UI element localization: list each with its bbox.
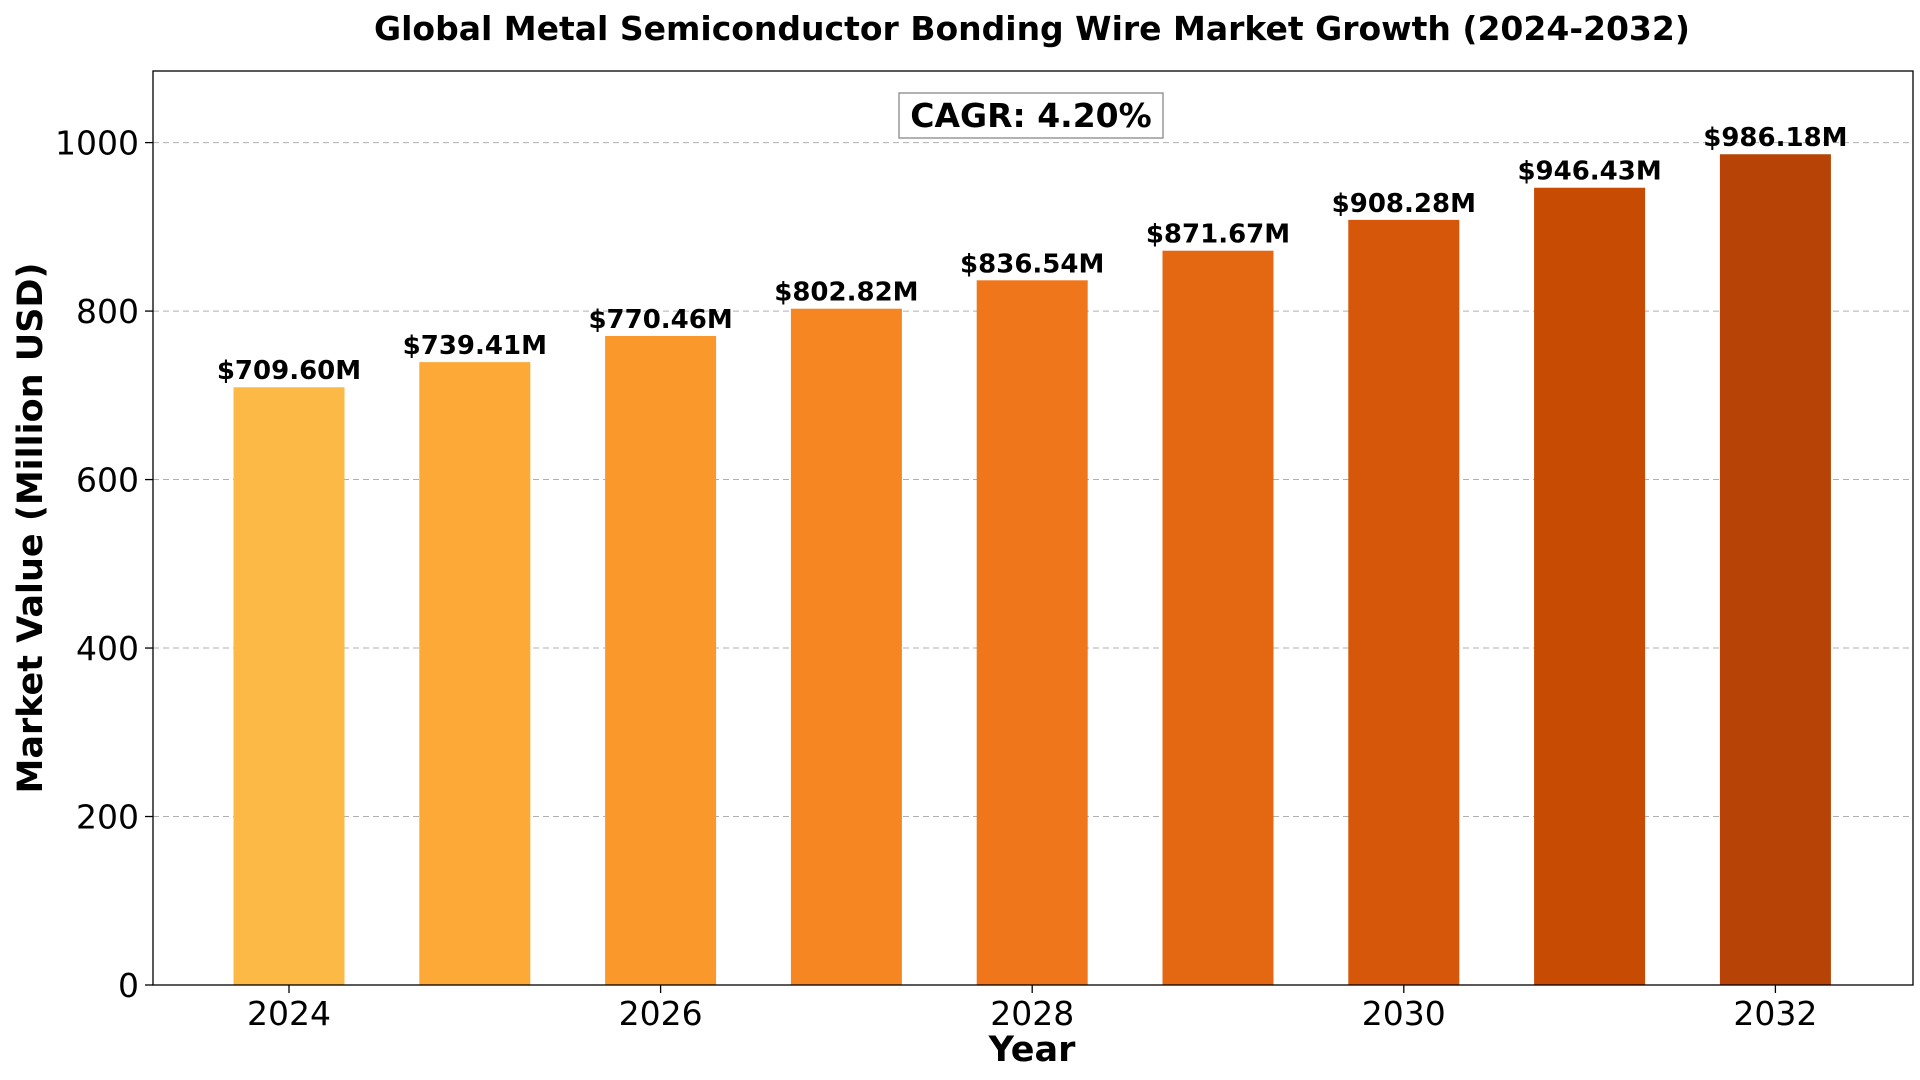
bar-layer [233, 154, 1831, 986]
x-tick-label: 2028 [990, 994, 1074, 1033]
data-label: $871.67M [1146, 220, 1290, 250]
data-label: $986.18M [1703, 123, 1847, 153]
data-label-layer: $709.60M $739.41M $770.46M $802.82M $836.54M… [217, 123, 1848, 386]
x-tick-label: 2024 [247, 994, 331, 1033]
bar [233, 387, 345, 985]
cagr-box [898, 92, 1164, 139]
chart-title: Global Metal Semiconductor Bonding Wire … [374, 9, 1690, 48]
data-label: $770.46M [588, 305, 732, 335]
data-label: $709.60M [217, 356, 361, 386]
x-tick-label: 2026 [619, 994, 703, 1033]
data-label: $802.82M [774, 278, 918, 308]
bar [605, 335, 717, 985]
bar [1162, 250, 1274, 986]
cagr-label: CAGR: 4.20% [910, 96, 1151, 135]
bar [790, 308, 902, 985]
bar [419, 362, 531, 985]
y-tick-label: 600 [76, 461, 139, 500]
x-tick-label: 2030 [1362, 994, 1446, 1033]
bar [1534, 187, 1646, 986]
bar [1348, 219, 1460, 985]
data-label: $908.28M [1332, 189, 1476, 219]
bar [976, 280, 1088, 986]
data-label: $836.54M [960, 249, 1104, 279]
bar [1719, 154, 1831, 985]
x-tick-label: 2032 [1733, 994, 1817, 1033]
y-tick-label: 1000 [55, 124, 139, 163]
y-axis: 0 200 400 600 800 1000 [55, 124, 153, 1005]
y-tick-label: 200 [76, 798, 139, 837]
y-tick-label: 800 [76, 292, 139, 331]
data-label: $739.41M [403, 331, 547, 361]
plot-frame [152, 70, 1914, 986]
x-axis: 2024 2026 2028 2030 2032 [247, 985, 1817, 1033]
y-tick-label: 400 [76, 629, 139, 668]
y-tick-label: 0 [118, 966, 139, 1005]
data-label: $946.43M [1517, 157, 1661, 187]
y-axis-label: Market Value (Million USD) [11, 263, 51, 794]
cagr-annotation: CAGR: 4.20% [898, 92, 1164, 139]
x-axis-label: Year [988, 1030, 1076, 1070]
